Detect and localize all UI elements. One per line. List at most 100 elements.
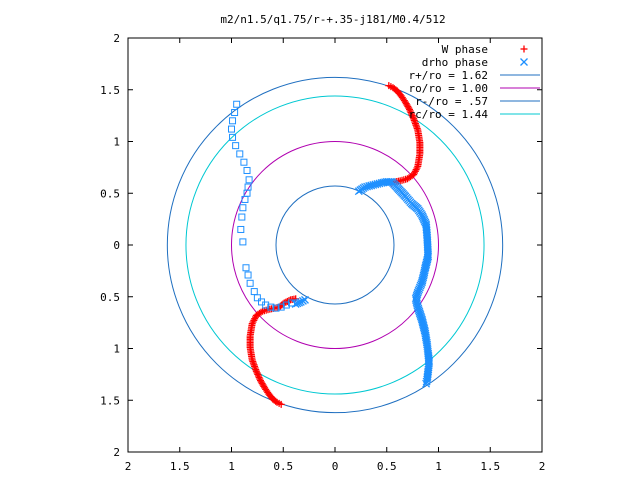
data-point (405, 174, 413, 182)
data-point (240, 158, 248, 166)
cross-stroke-2 (413, 301, 422, 310)
cross-stroke-2 (413, 299, 421, 308)
data-point (253, 294, 261, 302)
legend-marker (520, 58, 528, 66)
x-tick-label: 0.5 (273, 460, 293, 473)
cross-stroke-2 (411, 294, 420, 303)
cross-stroke-2 (422, 377, 431, 386)
cross-stroke-2 (301, 295, 309, 304)
data-point (236, 150, 244, 158)
cross-stroke-2 (293, 299, 302, 308)
cross-stroke-2 (412, 298, 421, 307)
data-point (412, 166, 420, 174)
data-point (229, 117, 237, 125)
cross-stroke-2 (417, 315, 426, 324)
y-tick-label: 0.5 (100, 187, 120, 200)
legend-label: r+/ro = 1.62 (409, 69, 488, 82)
y-tick-label: 1 (113, 343, 120, 356)
data-point (256, 375, 264, 383)
data-point (228, 125, 235, 133)
cross-stroke-2 (422, 379, 431, 388)
data-point (408, 112, 416, 120)
y-tick-label: 2 (113, 446, 120, 459)
tick-marks (127, 37, 543, 453)
data-point (282, 301, 290, 309)
data-point (254, 370, 262, 378)
data-point (243, 166, 251, 174)
data-point (254, 372, 262, 380)
x-tick-label: 2 (539, 460, 546, 473)
y-tick-labels: 2 1.5 1 0.5 0 0.5 1 1.5 2 (100, 32, 120, 459)
cross-stroke-2 (417, 314, 426, 322)
cross-stroke-2 (423, 370, 432, 379)
legend-label: rc/ro = 1.44 (409, 108, 489, 121)
series-0 (246, 82, 424, 408)
data-point (277, 303, 285, 311)
data-point (244, 271, 252, 279)
data-point (384, 177, 393, 186)
data-point (411, 167, 419, 175)
data-point (246, 279, 254, 287)
data-point (245, 176, 253, 184)
x-tick-label: 1.5 (170, 460, 190, 473)
x-tick-label: 1 (435, 460, 442, 473)
data-point (255, 373, 263, 381)
data-point (293, 299, 302, 308)
cross-stroke-2 (414, 304, 423, 313)
cross-stroke-2 (413, 303, 422, 312)
cross-stroke-2 (412, 296, 421, 305)
data-point (288, 299, 296, 307)
data-point (413, 164, 421, 172)
circle-1 (231, 141, 439, 349)
circle-0 (166, 76, 504, 414)
x-tick-label: 1 (228, 460, 235, 473)
cross-stroke-2 (423, 368, 432, 377)
y-tick-label: 2 (113, 32, 120, 45)
data-point (267, 303, 275, 311)
cross-stroke-2 (415, 309, 424, 318)
legend-label: ro/ro = 1.00 (409, 82, 488, 95)
cross-stroke-2 (419, 323, 428, 332)
y-tick-label: 0 (113, 239, 120, 252)
data-point (241, 195, 249, 203)
x-tick-label: 1.5 (480, 460, 500, 473)
x-tick-label: 0.5 (377, 460, 397, 473)
circle-2 (275, 185, 395, 305)
circle-3 (185, 95, 485, 395)
cross-stroke-2 (425, 356, 433, 365)
data-point (405, 104, 413, 112)
data-point (251, 315, 259, 323)
y-tick-label: 1.5 (100, 394, 120, 407)
data-point (249, 318, 257, 326)
data-point (257, 378, 265, 386)
cross-stroke-2 (424, 367, 433, 376)
chart-title: m2/n1.5/q1.75/r-+.35-j181/M0.4/512 (220, 13, 445, 26)
data-point (406, 107, 414, 115)
data-point (272, 304, 280, 312)
cross-stroke-2 (415, 307, 424, 316)
data-point (408, 110, 416, 118)
legend-label: drho phase (422, 56, 488, 69)
x-tick-labels: 2 1.5 1 0.5 0 0.5 1 1.5 2 (125, 460, 546, 473)
cross-stroke-2 (418, 317, 427, 326)
data-point (253, 369, 261, 377)
data-point (409, 113, 417, 121)
cross-stroke-2 (414, 306, 423, 315)
y-tick-label: 1 (113, 136, 120, 149)
legend-label: r-/ro = .57 (415, 95, 488, 108)
cross-stroke-2 (386, 177, 395, 186)
data-series (228, 82, 434, 408)
reference-circles (166, 76, 504, 414)
data-point (232, 142, 240, 150)
y-tick-label: 0.5 (100, 291, 120, 304)
data-point (237, 225, 245, 233)
legend-marker (520, 45, 528, 53)
x-tick-label: 2 (125, 460, 132, 473)
data-point (248, 320, 256, 328)
data-point (406, 105, 414, 113)
cross-stroke-2 (384, 177, 393, 186)
cross-stroke-2 (520, 58, 528, 66)
cross-stroke-2 (418, 318, 427, 327)
